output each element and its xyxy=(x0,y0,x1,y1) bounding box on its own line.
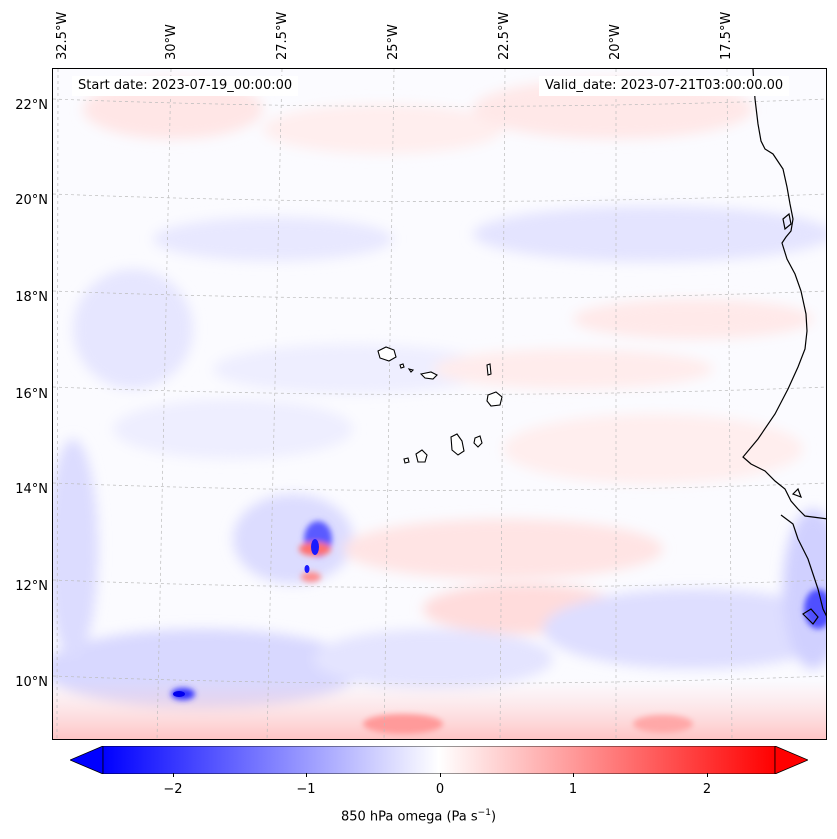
omega-field xyxy=(53,69,826,739)
lon-label-30w: 30°W xyxy=(164,24,179,60)
colorbar-tick-label: −2 xyxy=(163,782,183,797)
lat-label-22n: 22°N xyxy=(15,98,48,113)
coastline xyxy=(742,69,826,625)
lon-label-22-5w: 22.5°W xyxy=(497,11,512,60)
colorbar-tick-label: 2 xyxy=(702,782,712,797)
map-panel xyxy=(52,68,827,740)
valid-date-label: Valid_date: 2023-07-21T03:00:00.00 xyxy=(539,76,790,96)
colorbar-title-exponent: −1 xyxy=(477,808,491,818)
colorbar-tick xyxy=(440,773,441,777)
colorbar-extend-min xyxy=(68,745,104,775)
lon-label-32-5w: 32.5°W xyxy=(55,11,70,60)
lat-label-16n: 16°N xyxy=(15,387,48,402)
lat-label-10n: 10°N xyxy=(15,675,48,690)
lat-label-18n: 18°N xyxy=(15,290,48,305)
cape-verde-islands xyxy=(377,346,503,464)
colorbar-tick-label: −1 xyxy=(296,782,316,797)
lat-label-20n: 20°N xyxy=(15,193,48,208)
lat-label-12n: 12°N xyxy=(15,579,48,594)
colorbar-title: 850 hPa omega (Pa s−1) xyxy=(0,808,837,824)
colorbar-tick-label: 0 xyxy=(435,782,445,797)
colorbar-gradient xyxy=(102,745,776,775)
map-gridlines xyxy=(53,69,826,739)
colorbar-tick xyxy=(707,773,708,777)
lat-label-14n: 14°N xyxy=(15,482,48,497)
colorbar-title-text: 850 hPa omega (Pa s xyxy=(340,809,478,825)
lon-label-27-5w: 27.5°W xyxy=(275,11,290,60)
colorbar-tick-label: 1 xyxy=(568,782,578,797)
lon-label-17-5w: 17.5°W xyxy=(719,11,734,60)
colorbar-graphic xyxy=(68,745,810,775)
omega-patches xyxy=(53,79,826,709)
colorbar-tick xyxy=(306,773,307,777)
lon-label-25w: 25°W xyxy=(386,24,401,60)
colorbar-title-close: ) xyxy=(490,809,497,825)
start-date-label: Start date: 2023-07-19_00:00:00 xyxy=(72,76,299,96)
colorbar-tick xyxy=(173,773,174,777)
colorbar-tick xyxy=(573,773,574,777)
lon-label-20w: 20°W xyxy=(608,24,623,60)
colorbar-extend-max xyxy=(774,745,810,775)
colorbar xyxy=(68,745,810,775)
